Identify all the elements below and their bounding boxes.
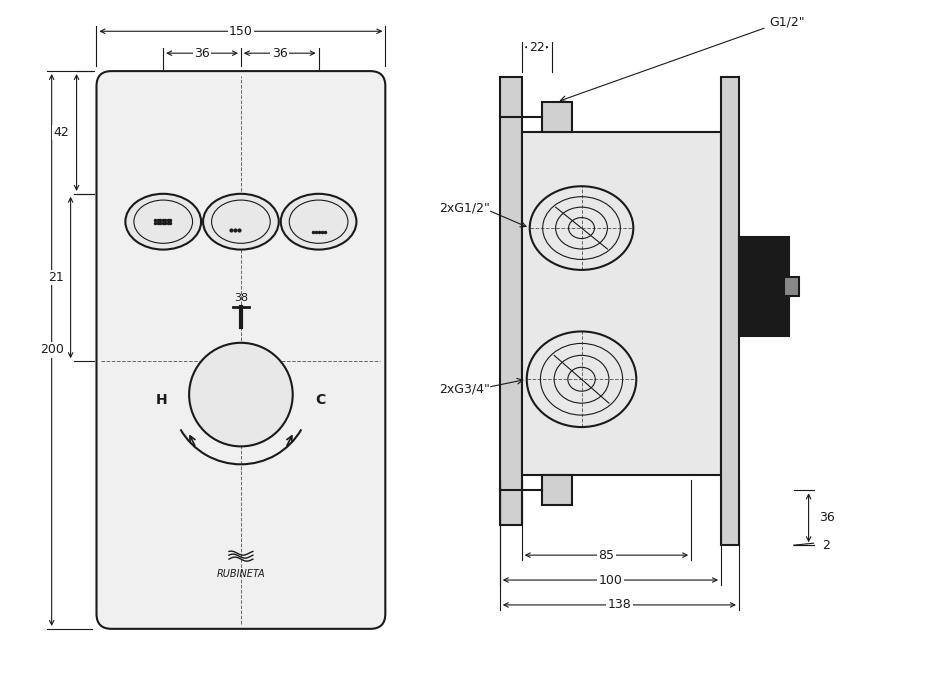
Text: 100: 100	[598, 573, 622, 587]
Text: 36: 36	[194, 47, 210, 60]
Text: 150: 150	[229, 25, 252, 38]
Ellipse shape	[133, 200, 192, 244]
Text: 21: 21	[47, 271, 63, 284]
Bar	[500, 77, 521, 525]
Text: C: C	[315, 392, 325, 407]
Text: 36: 36	[272, 47, 287, 60]
Text: 2xG3/4": 2xG3/4"	[438, 383, 489, 396]
Text: 38: 38	[234, 293, 248, 303]
Bar	[738, 237, 788, 336]
Bar	[783, 276, 798, 296]
Ellipse shape	[281, 194, 356, 250]
Ellipse shape	[203, 194, 278, 250]
Text: 2: 2	[821, 539, 830, 552]
Text: 36: 36	[818, 511, 833, 524]
Bar	[521, 132, 720, 475]
FancyBboxPatch shape	[96, 71, 385, 629]
Text: 42: 42	[54, 126, 70, 139]
Text: 138: 138	[607, 598, 630, 611]
Text: 200: 200	[40, 344, 64, 357]
Text: 85: 85	[598, 549, 614, 562]
Text: G1/2": G1/2"	[768, 16, 804, 29]
Bar	[720, 77, 738, 545]
Text: H: H	[155, 392, 167, 407]
Text: 22: 22	[528, 40, 544, 54]
Text: RUBINETA: RUBINETA	[216, 569, 265, 579]
Bar	[541, 475, 571, 506]
Circle shape	[189, 343, 292, 447]
Text: 2xG1/2": 2xG1/2"	[438, 202, 489, 215]
Ellipse shape	[125, 194, 201, 250]
Bar	[541, 102, 571, 132]
Ellipse shape	[289, 200, 348, 244]
Ellipse shape	[211, 200, 270, 244]
